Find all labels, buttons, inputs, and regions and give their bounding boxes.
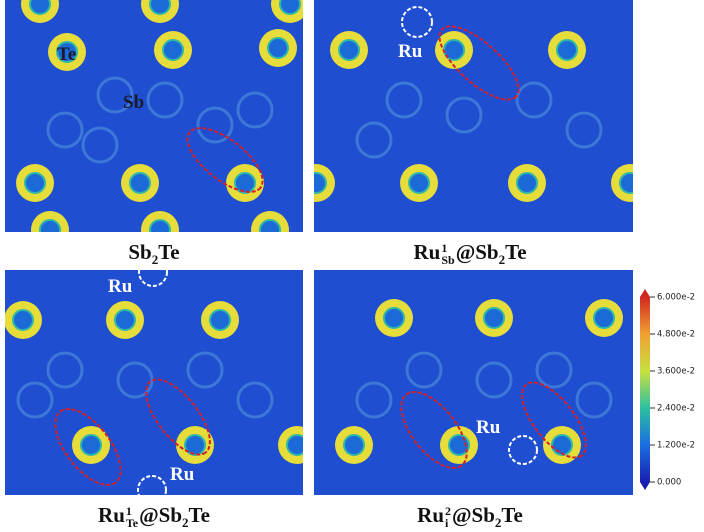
atom-core: [150, 0, 170, 14]
atom-core: [130, 173, 150, 193]
map-background: [5, 0, 303, 232]
atom-core: [484, 308, 504, 328]
atom-core: [280, 0, 300, 14]
atom-core: [40, 220, 60, 232]
caption-text: @Sb: [139, 503, 182, 527]
atom-core: [115, 310, 135, 330]
density-map: Ru: [314, 270, 633, 495]
atom-label: Sb: [123, 92, 144, 113]
atom-core: [344, 435, 364, 455]
caption-text: @Sb: [456, 240, 499, 264]
atom-core: [150, 220, 170, 232]
atom-label: Ru: [170, 464, 195, 485]
colorbar-tick-label: 6.000e-2: [657, 293, 695, 303]
caption-text: Ru: [417, 503, 444, 527]
caption-text: Te: [501, 503, 522, 527]
colorbar-tick-label: 1.200e-2: [657, 441, 695, 451]
atom-core: [409, 173, 429, 193]
atom-core: [339, 40, 359, 60]
atom-label: Te: [57, 44, 76, 65]
density-map: Ru: [314, 0, 633, 232]
atom-core: [210, 310, 230, 330]
colorbar-cap: [640, 289, 650, 297]
caption-text: Te: [189, 503, 210, 527]
caption-sub: Sb: [441, 254, 454, 266]
caption-sub: Te: [126, 517, 138, 529]
atom-core: [557, 40, 577, 60]
atom-core: [594, 308, 614, 328]
caption-text: Ru: [413, 240, 440, 264]
caption-text: Ru: [98, 503, 125, 527]
atom-label: Ru: [398, 41, 423, 62]
colorbar-tick-label: 4.800e-2: [657, 330, 695, 340]
colorbar-tick-label: 3.600e-2: [657, 367, 695, 377]
caption-text: Sb: [128, 240, 151, 264]
panel-caption: Sb2Te: [128, 240, 179, 268]
atom-core: [260, 220, 280, 232]
atom-core: [620, 173, 633, 193]
atom-core: [384, 308, 404, 328]
atom-core: [30, 0, 50, 14]
atom-core: [268, 38, 288, 58]
density-map: Ru Ru: [5, 270, 303, 495]
atom-label: Ru: [108, 276, 133, 297]
atom-core: [287, 435, 303, 455]
map-background: [314, 0, 633, 232]
atom-label: Ru: [476, 417, 501, 438]
atom-core: [81, 435, 101, 455]
page: 0.000 1.200e-2 2.400e-2 3.600e-2 4.800e-2 6.0…: [0, 0, 704, 532]
colorbar-gradient: [640, 297, 650, 482]
atom-core: [517, 173, 537, 193]
atom-core: [552, 435, 572, 455]
caption-text: Te: [505, 240, 526, 264]
atom-core: [13, 310, 33, 330]
caption-text: Te: [158, 240, 179, 264]
atom-core: [314, 173, 326, 193]
atom-core: [235, 173, 255, 193]
colorbar-tick-label: 2.400e-2: [657, 404, 695, 414]
caption-sub: i: [445, 517, 451, 529]
caption-text: @Sb: [452, 503, 495, 527]
colorbar-cap: [640, 482, 650, 490]
atom-core: [163, 40, 183, 60]
density-map: Te Sb: [5, 0, 303, 232]
atom-core: [25, 173, 45, 193]
colorbar-tick-label: 0.000: [657, 478, 681, 488]
